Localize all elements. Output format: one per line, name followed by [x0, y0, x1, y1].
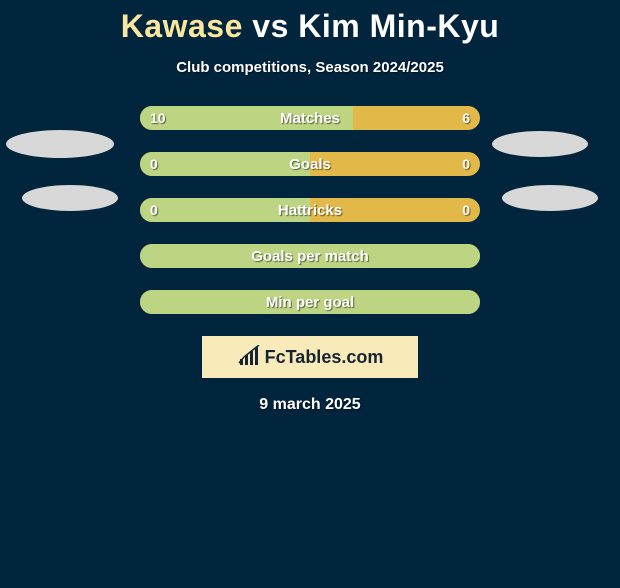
player-photo-placeholder — [22, 185, 118, 211]
stat-row: 00Hattricks — [140, 198, 480, 222]
player-photo-placeholder — [502, 185, 598, 211]
stat-label: Goals per match — [140, 244, 480, 268]
logo-text: FcTables.com — [265, 347, 384, 368]
player-photo-placeholder — [6, 130, 114, 158]
chart-icon — [237, 345, 261, 369]
stat-label: Matches — [140, 106, 480, 130]
stat-label: Hattricks — [140, 198, 480, 222]
player2-name: Kim Min-Kyu — [298, 8, 499, 44]
stat-row: 00Goals — [140, 152, 480, 176]
subtitle: Club competitions, Season 2024/2025 — [0, 59, 620, 76]
stat-row: 106Matches — [140, 106, 480, 130]
player1-name: Kawase — [121, 8, 243, 44]
date-label: 9 march 2025 — [0, 396, 620, 414]
stat-label: Goals — [140, 152, 480, 176]
stat-row: Goals per match — [140, 244, 480, 268]
stat-label: Min per goal — [140, 290, 480, 314]
player-photo-placeholder — [492, 131, 588, 157]
stat-row: Min per goal — [140, 290, 480, 314]
comparison-title: Kawase vs Kim Min-Kyu — [0, 8, 620, 45]
logo-badge: FcTables.com — [202, 336, 418, 378]
vs-label: vs — [252, 8, 289, 44]
